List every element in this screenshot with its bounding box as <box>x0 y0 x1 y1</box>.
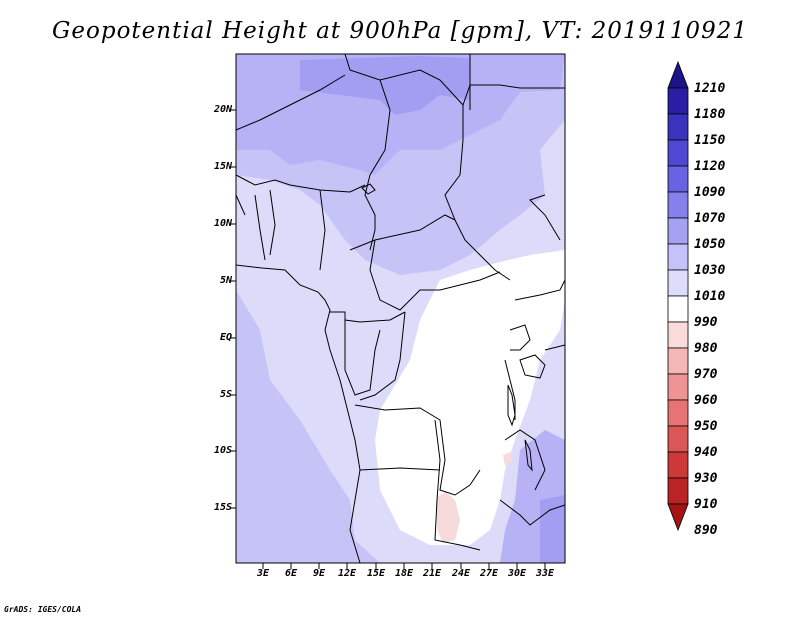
colorbar-segment <box>667 165 689 193</box>
colorbar-label: 940 <box>694 445 718 460</box>
colorbar-segment <box>667 243 689 271</box>
field-deep-north <box>300 56 470 115</box>
colorbar-segment <box>667 269 689 297</box>
lat-label: 10S <box>213 445 232 456</box>
border-line-15 <box>354 404 481 496</box>
border-line-19 <box>514 279 566 301</box>
field-mid-west <box>236 290 380 563</box>
border-line-5 <box>235 74 346 131</box>
map-frame <box>235 53 566 564</box>
colorbar-label: 1150 <box>694 133 726 148</box>
lon-label: 15E <box>366 568 386 579</box>
lat-label: 10N <box>213 218 232 229</box>
colorbar-segment <box>667 295 689 323</box>
border-line-25 <box>235 194 246 216</box>
lake-victoria <box>519 354 546 379</box>
lon-label: 3E <box>256 568 270 579</box>
lon-label: 9E <box>312 568 326 579</box>
colorbar-label: 1010 <box>694 289 726 304</box>
border-line-20 <box>509 324 531 351</box>
border-line-1 <box>344 53 391 251</box>
colorbar-segment <box>667 477 689 505</box>
colorbar-segment <box>667 60 689 89</box>
border-line-16 <box>434 419 481 551</box>
colorbar-label: 930 <box>694 471 718 486</box>
colorbar-label: 910 <box>694 497 718 512</box>
border-line-24 <box>529 194 561 241</box>
border-line-13 <box>344 320 381 396</box>
lon-label: 24E <box>451 568 471 579</box>
border-line-11 <box>369 239 501 311</box>
colorbar-label: 960 <box>694 393 718 408</box>
border-line-18 <box>504 359 516 420</box>
colorbar-segment <box>667 399 689 427</box>
chart-title: Geopotential Height at 900hPa [gpm], VT:… <box>52 18 748 44</box>
border-line-22 <box>499 499 566 526</box>
colorbar-label: 950 <box>694 419 718 434</box>
border-line-10 <box>349 214 456 251</box>
colorbar-segment <box>667 139 689 167</box>
colorbar-label: 1050 <box>694 237 726 252</box>
lat-label: 15N <box>213 161 232 172</box>
colorbar-segment <box>667 217 689 245</box>
colorbar-label: 970 <box>694 367 718 382</box>
border-line-3 <box>462 84 565 106</box>
lon-label: 21E <box>422 568 442 579</box>
border-line-12 <box>330 311 406 323</box>
lake-chad <box>361 183 376 195</box>
colorbar-segment <box>667 113 689 141</box>
border-line-8 <box>269 189 276 256</box>
colorbar-label: 980 <box>694 341 718 356</box>
lon-label: 6E <box>284 568 298 579</box>
field-pink-spot <box>437 492 460 543</box>
colorbar-segment <box>667 373 689 401</box>
colorbar-label: 1180 <box>694 107 726 122</box>
colorbar-label: 990 <box>694 315 718 330</box>
field-deep-southeast <box>540 495 565 563</box>
colorbar-segment <box>667 87 689 115</box>
lon-label: 30E <box>507 568 527 579</box>
lat-label: 5S <box>219 389 232 400</box>
boundaries <box>235 53 566 564</box>
border-line-21 <box>504 429 546 491</box>
colorbar-label: 890 <box>694 523 718 538</box>
colorbar-segment <box>667 503 689 532</box>
lake-tanganyika <box>507 384 516 427</box>
colorbar-segment <box>667 191 689 219</box>
lat-label: EQ <box>219 332 232 343</box>
colorbar-segment <box>667 321 689 349</box>
grads-credit: GrADS: IGES/COLA <box>4 605 82 614</box>
lon-label: 18E <box>394 568 414 579</box>
border-line-23 <box>544 344 566 351</box>
lon-label: 27E <box>479 568 499 579</box>
border-line-14 <box>359 311 406 401</box>
border-line-2 <box>379 69 511 281</box>
border-line-17 <box>359 467 441 471</box>
axis-ticks <box>230 109 546 569</box>
colorbar-label: 1030 <box>694 263 726 278</box>
field-white-interior <box>375 250 565 545</box>
field-pink-spot-2 <box>503 452 512 466</box>
colorbar-label: 1070 <box>694 211 726 226</box>
lat-label: 20N <box>213 104 232 115</box>
border-line-7 <box>254 194 266 261</box>
lat-label: 5N <box>219 275 232 286</box>
lon-label: 33E <box>535 568 555 579</box>
border-line-6 <box>235 174 366 193</box>
lon-label: 12E <box>337 568 357 579</box>
colorbar-segment <box>667 347 689 375</box>
colorbar-segment <box>667 451 689 479</box>
border-line-9 <box>319 189 326 271</box>
colorbar-label: 1090 <box>694 185 726 200</box>
colorbar-segment <box>667 425 689 453</box>
colorbar-label: 1210 <box>694 81 726 96</box>
lake-malawi <box>524 439 533 472</box>
colorbar-label: 1120 <box>694 159 726 174</box>
coastline <box>235 264 361 564</box>
lat-label: 15S <box>213 502 232 513</box>
